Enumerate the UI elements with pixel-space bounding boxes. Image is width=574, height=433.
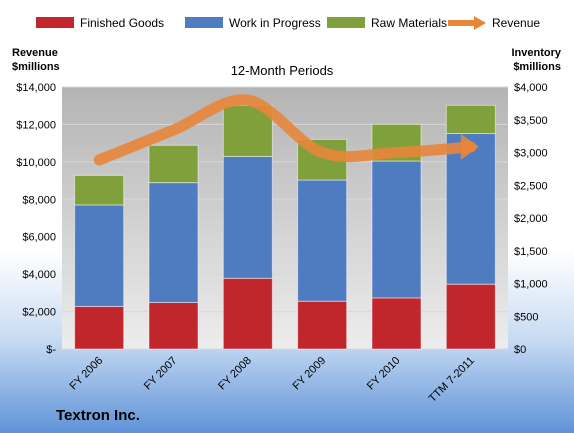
x-axis-ticks: FY 2006 FY 2007 FY 2008 FY 2009 FY 2010 TTM 7… [68,355,477,405]
right-axis-title-line2: $millions [513,61,561,73]
left-tick-label: $2,000 [22,307,56,319]
legend-swatch-finished-goods [36,17,74,28]
left-tick-label: $10,000 [16,157,56,169]
bar-raw-materials [148,144,199,184]
right-tick-label: $0 [514,344,526,356]
company-label: Textron Inc. [56,407,140,424]
x-tick-label: FY 2009 [291,355,329,393]
revenue-line-arrowhead [460,133,479,160]
right-tick-label: $4,000 [514,82,548,94]
bar-finished-goods [445,283,496,350]
left-tick-label: $4,000 [22,269,56,281]
bar-work-in-progress [445,133,496,285]
revenue-line-path [93,94,477,166]
right-axis-ticks: $0 $500 $1,000 $1,500 $2,000 $2,500 $3,000 $3,5… [514,82,548,356]
right-tick-label: $2,500 [514,180,548,192]
right-tick-label: $3,000 [514,148,548,160]
bar-work-in-progress [371,160,422,299]
bar-raw-materials [445,104,496,135]
bar-finished-goods [222,277,273,350]
legend-label-finished-goods: Finished Goods [80,16,164,30]
legend-arrow-revenue [474,16,486,30]
left-axis-title-line1: Revenue [12,47,58,59]
x-tick-label: TTM 7-2011 [427,355,477,405]
right-tick-label: $1,500 [514,246,548,258]
x-tick-label: FY 2010 [365,355,403,393]
legend-swatch-work-in-progress [185,17,223,28]
legend-label-raw-materials: Raw Materials [371,16,447,30]
bar-finished-goods [297,300,348,350]
bar-work-in-progress [297,179,348,302]
bar-work-in-progress [148,182,199,303]
legend: Finished Goods Work in Progress Raw Materi… [36,16,540,30]
left-axis-ticks: $- $2,000 $4,000 $6,000 $8,000 $10,000 $12,000… [16,82,56,356]
left-tick-label: $12,000 [16,119,56,131]
bar-work-in-progress [74,204,125,307]
revenue-line [93,94,479,166]
bar-raw-materials [222,104,273,157]
bars [74,104,496,350]
bar-work-in-progress [222,155,273,279]
legend-label-revenue: Revenue [492,16,540,30]
left-tick-label: $6,000 [22,232,56,244]
plot-title: 12-Month Periods [231,63,334,78]
right-tick-label: $3,500 [514,115,548,127]
bar-finished-goods [371,297,422,350]
axis-titles: Revenue $millions Inventory $millions [12,47,562,73]
left-tick-label: $14,000 [16,82,56,94]
right-tick-label: $2,000 [514,213,548,225]
bar-finished-goods [74,305,125,350]
x-tick-label: FY 2007 [142,355,180,393]
gridlines [62,86,508,350]
legend-label-work-in-progress: Work in Progress [229,16,321,30]
bar-finished-goods [148,301,199,350]
left-tick-label: $- [46,344,56,356]
left-tick-label: $8,000 [22,194,56,206]
right-tick-label: $500 [514,311,538,323]
x-tick-label: FY 2006 [68,355,106,393]
bar-raw-materials [74,174,125,206]
right-tick-label: $1,000 [514,279,548,291]
right-axis-title-line1: Inventory [511,47,561,59]
x-tick-label: FY 2008 [216,355,254,393]
legend-swatch-raw-materials [327,17,365,28]
left-axis-title-line2: $millions [12,61,60,73]
